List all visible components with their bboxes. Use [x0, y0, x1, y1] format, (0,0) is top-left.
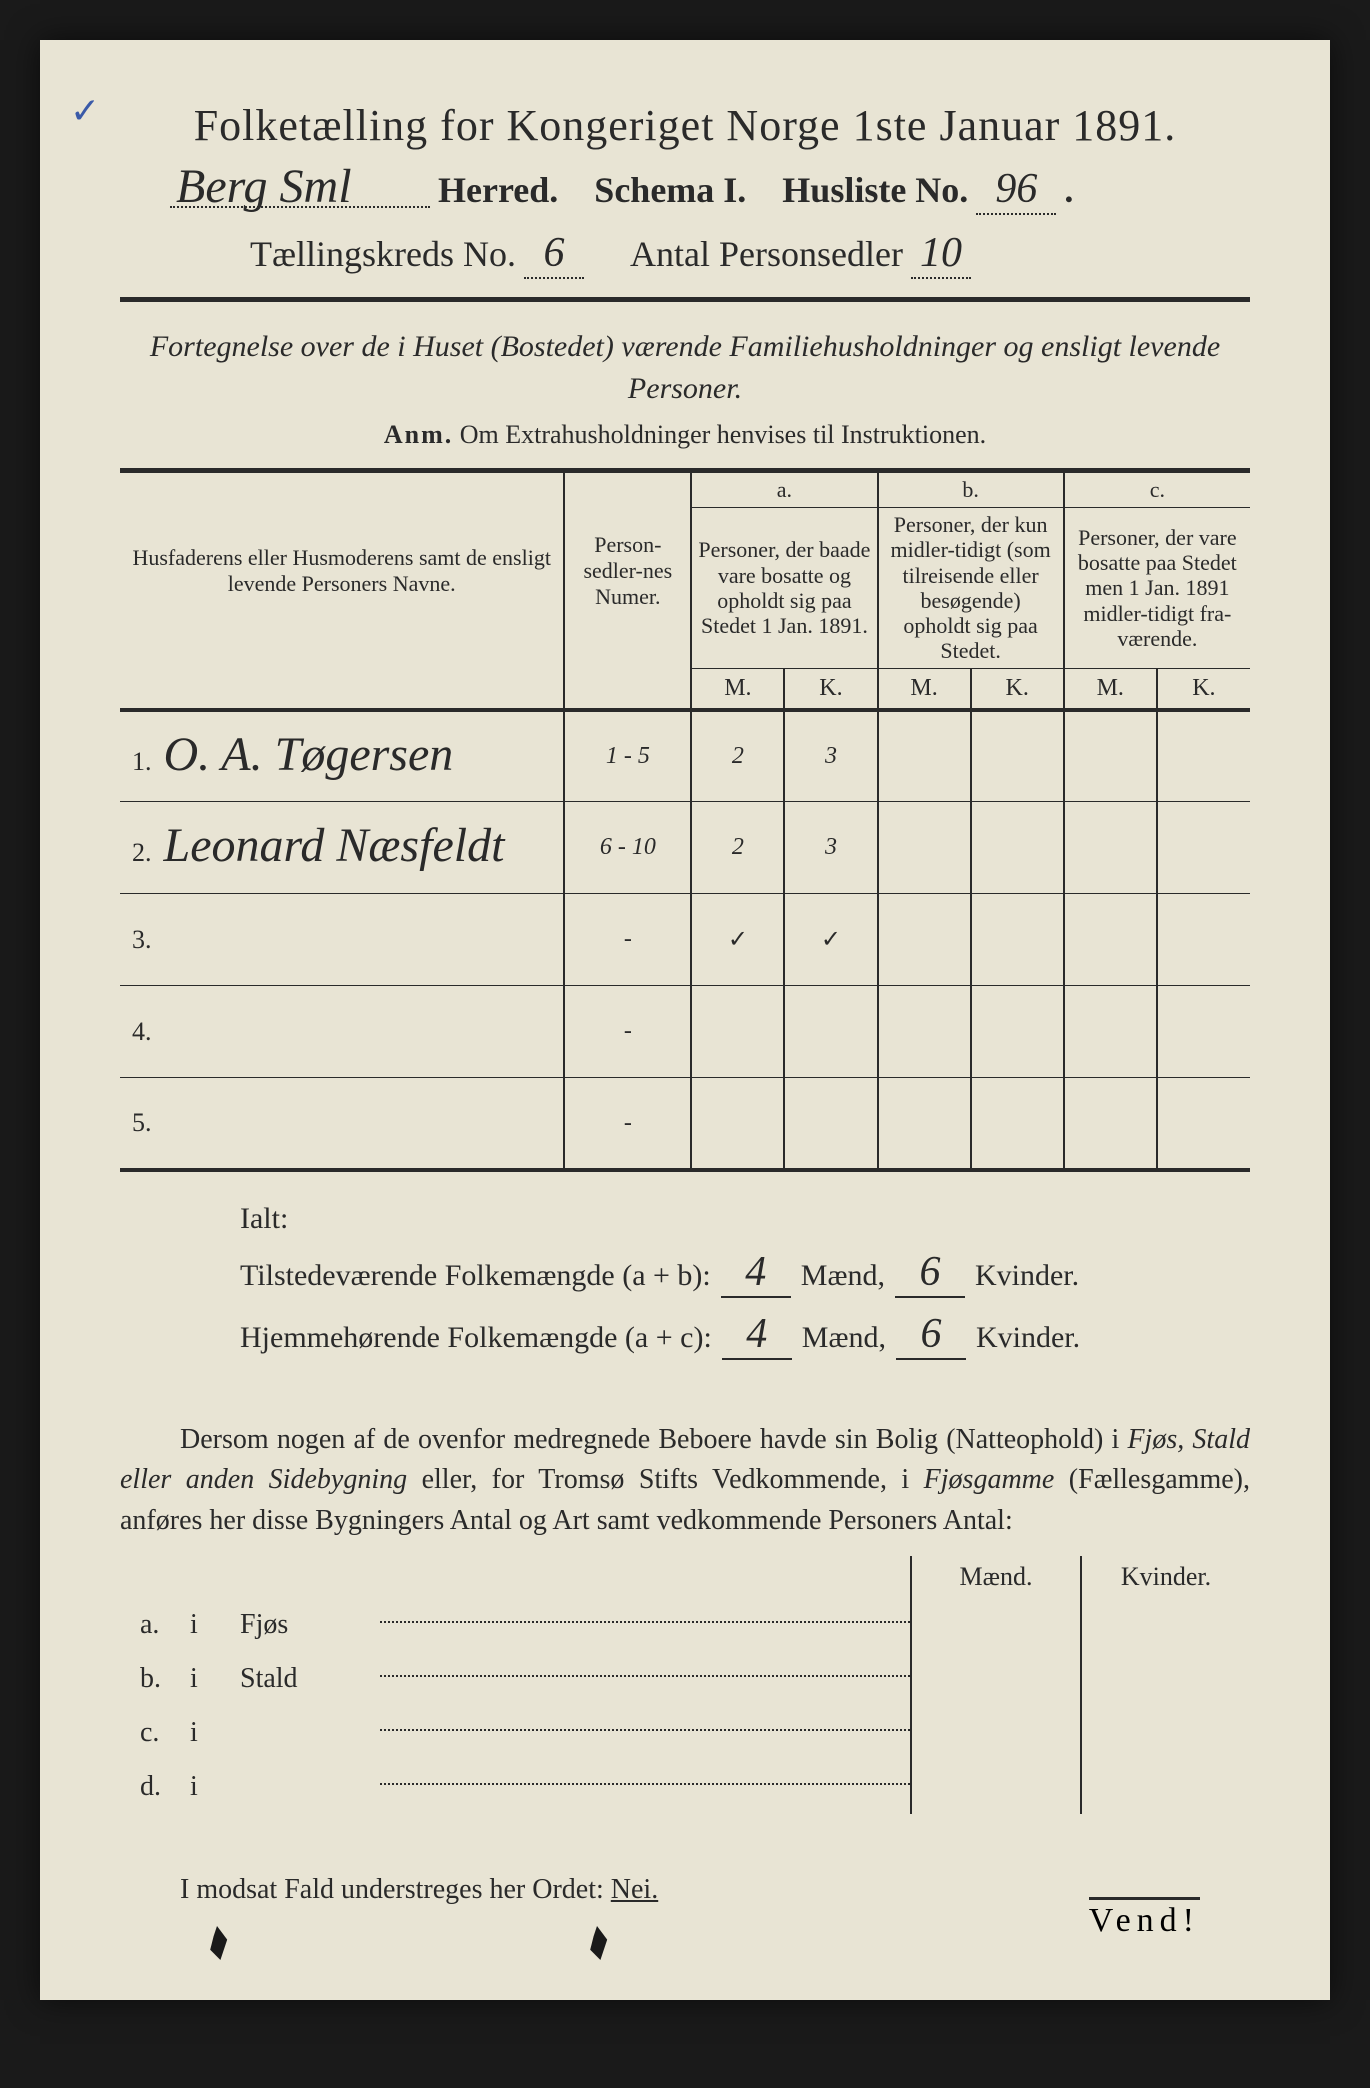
abcd-row: d. i [120, 1760, 1250, 1814]
mk-b-m: M. [878, 668, 971, 710]
line2-label: Hjemmehørende Folkemængde (a + c): [240, 1321, 712, 1355]
building-block: Mænd. Kvinder. a. i Fjøs b. i Stald c. i… [120, 1556, 1250, 1814]
line2-k: 6 [896, 1310, 966, 1360]
antal-value: 10 [911, 229, 971, 279]
header-line-1: Berg Sml Herred. Schema I. Husliste No. … [120, 165, 1250, 215]
corner-checkmark: ✓ [70, 90, 100, 132]
totals-block: Ialt: Tilstedeværende Folkemængde (a + b… [120, 1202, 1250, 1360]
paper-tear [200, 1926, 234, 1960]
line2-m: 4 [722, 1310, 792, 1360]
antal-label: Antal Personsedler [630, 233, 903, 275]
row2-ak: 3 [784, 802, 877, 894]
herred-label: Herred. [438, 169, 558, 211]
herred-value: Berg Sml [170, 168, 430, 208]
table-row: 4. - [120, 986, 1250, 1078]
line1-k: 6 [895, 1248, 965, 1298]
paper-tear [580, 1926, 614, 1960]
abcd-row: c. i [120, 1706, 1250, 1760]
ialt-label: Ialt: [240, 1202, 1250, 1236]
husliste-label: Husliste No. [782, 169, 968, 211]
col-b-desc: Personer, der kun midler-tidigt (som til… [878, 508, 1064, 669]
page-title: Folketælling for Kongeriget Norge 1ste J… [120, 100, 1250, 151]
census-form-page: ✓ Folketælling for Kongeriget Norge 1ste… [40, 40, 1330, 2000]
mk-b-k: K. [971, 668, 1064, 710]
mk-c-k: K. [1157, 668, 1250, 710]
abcd-row: a. i Fjøs [120, 1598, 1250, 1652]
husliste-value: 96 [976, 165, 1056, 215]
mk-m-label: Mænd. [910, 1556, 1080, 1598]
mk-a-m: M. [691, 668, 784, 710]
nei-line: I modsat Fald understreges her Ordet: Ne… [120, 1874, 1250, 1906]
schema-label: Schema I. [594, 169, 746, 211]
row1-ak: 3 [784, 710, 877, 802]
line1-label: Tilstedeværende Folkemængde (a + b): [240, 1259, 711, 1293]
divider [120, 297, 1250, 302]
household-table: Husfaderens eller Husmoderens samt de en… [120, 468, 1250, 1172]
row1-num: 1 - 5 [564, 710, 691, 802]
mk-a-k: K. [784, 668, 877, 710]
row2-name: Leonard Næsfeldt [164, 819, 505, 872]
row1-name: O. A. Tøgersen [164, 728, 454, 781]
kreds-value: 6 [524, 229, 584, 279]
col-num-header: Person-sedler-nes Numer. [564, 471, 691, 669]
col-c-letter: c. [1064, 471, 1250, 508]
header-line-2: Tællingskreds No. 6 Antal Personsedler 1… [120, 229, 1250, 279]
col-c-desc: Personer, der vare bosatte paa Stedet me… [1064, 508, 1250, 669]
nei-word: Nei. [611, 1874, 658, 1905]
kreds-label: Tællingskreds No. [250, 233, 516, 275]
table-row: 1.O. A. Tøgersen 1 - 5 2 3 [120, 710, 1250, 802]
subtitle: Fortegnelse over de i Huset (Bostedet) v… [120, 326, 1250, 410]
mk-k-label: Kvinder. [1080, 1556, 1250, 1598]
row2-am: 2 [691, 802, 784, 894]
anm-text: Om Extrahusholdninger henvises til Instr… [460, 420, 986, 449]
instruction-paragraph: Dersom nogen af de ovenfor medregnede Be… [120, 1420, 1250, 1542]
mk-c-m: M. [1064, 668, 1157, 710]
turn-over-label: Vend! [1089, 1897, 1200, 1940]
anm-line: Anm. Om Extrahusholdninger henvises til … [120, 420, 1250, 450]
col-a-desc: Personer, der baade vare bosatte og opho… [691, 508, 877, 669]
tick-mark: ✓ [691, 894, 784, 986]
table-row: 2.Leonard Næsfeldt 6 - 10 2 3 [120, 802, 1250, 894]
row2-num: 6 - 10 [564, 802, 691, 894]
table-row: 3. - ✓ ✓ [120, 894, 1250, 986]
row1-am: 2 [691, 710, 784, 802]
line1-m: 4 [721, 1248, 791, 1298]
table-row: 5. - [120, 1078, 1250, 1170]
col-b-letter: b. [878, 471, 1064, 508]
tick-mark: ✓ [784, 894, 877, 986]
col-name-header: Husfaderens eller Husmoderens samt de en… [120, 471, 564, 669]
abcd-row: b. i Stald [120, 1652, 1250, 1706]
anm-label: Anm. [384, 420, 453, 449]
col-a-letter: a. [691, 471, 877, 508]
